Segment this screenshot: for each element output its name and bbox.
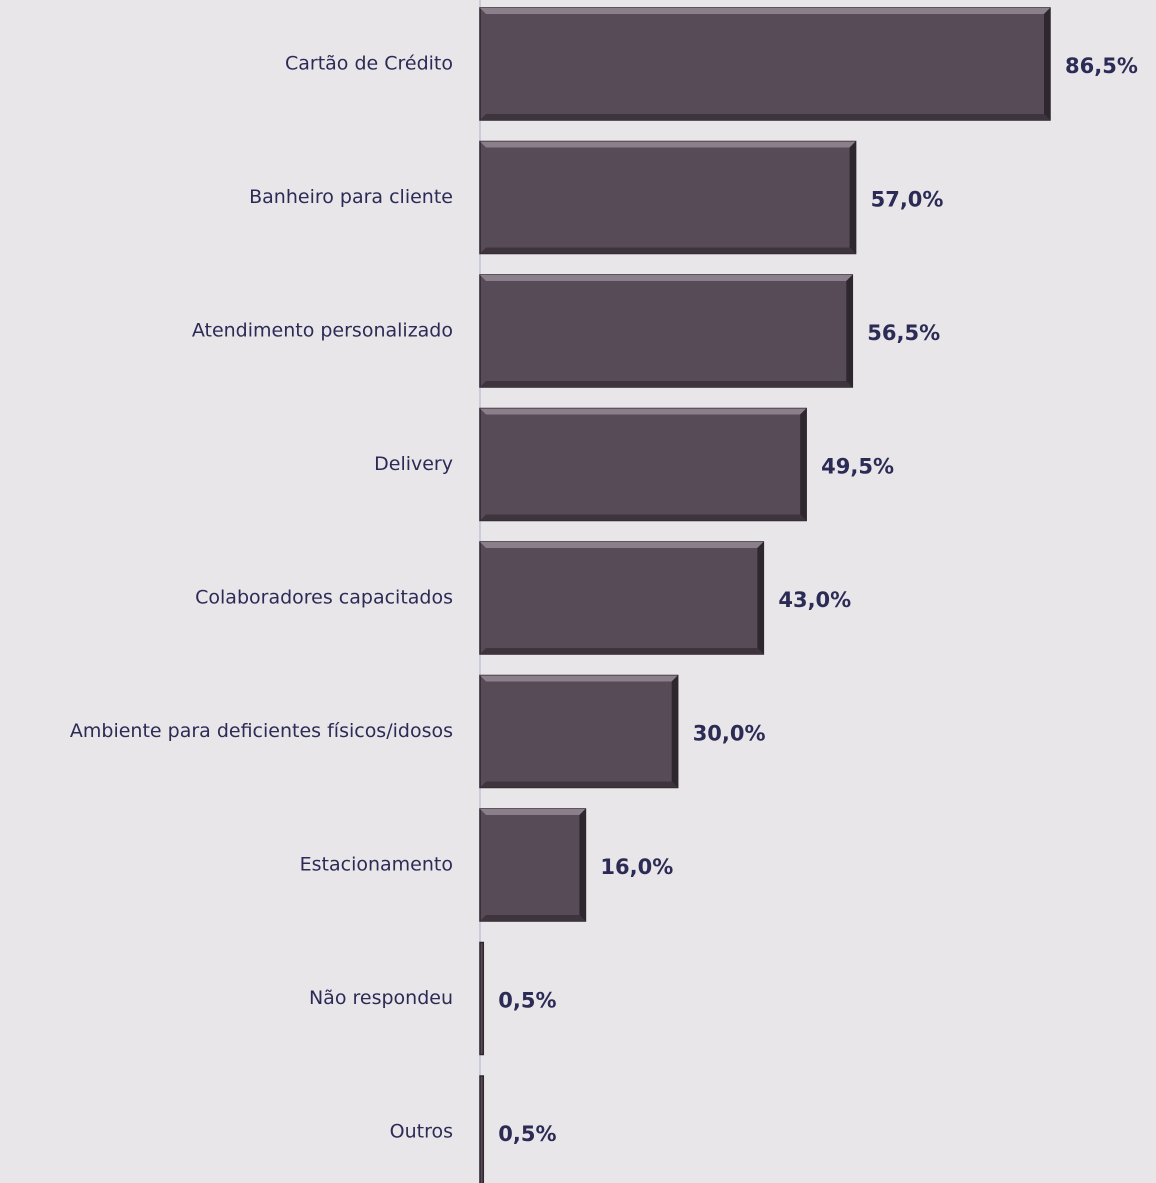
value-label: 0,5% [498,1122,556,1146]
bar-bevel [480,8,1050,14]
bar [479,7,1051,121]
value-label: 16,0% [600,855,673,879]
bar-bevel [480,514,807,521]
bar [479,541,765,655]
bar-bevel [849,141,856,254]
category-label: Não respondeu [309,987,453,1009]
value-label: 43,0% [778,588,851,612]
category-label: Cartão de Crédito [285,53,453,75]
bar-bevel [480,247,856,254]
bar-bevel [846,275,853,387]
value-label: 86,5% [1065,54,1138,78]
category-label: Ambiente para deficientes físicos/idosos [70,720,453,742]
bar-bevel [480,648,764,654]
bar [479,1075,485,1183]
category-label: Outros [390,1121,453,1143]
category-label: Atendimento personalizado [192,320,453,342]
bar-bevel [480,675,678,682]
bar [479,140,857,255]
value-label: 30,0% [693,722,766,746]
bar-bevel [480,781,678,788]
bar-bevel [800,408,807,521]
category-label: Delivery [374,453,453,475]
value-label: 56,5% [867,321,940,345]
bar [479,274,854,388]
bar-bevel [579,809,586,921]
bar [479,941,485,1056]
bar-bevel [480,141,856,148]
category-label: Colaboradores capacitados [195,587,453,609]
bar-bevel [480,275,853,281]
bar-bevel [480,381,853,387]
bar-bevel [671,675,678,788]
value-label: 0,5% [498,989,556,1013]
bar-bevel [480,542,764,548]
category-label: Estacionamento [300,854,453,876]
bar [479,674,679,789]
bar-bevel [1044,8,1050,120]
bar-bevel [757,542,764,654]
bar-bevel [480,809,586,815]
bar-bevel [480,408,807,415]
bar-bevel [480,114,1050,120]
bar-bevel [480,915,586,921]
value-label: 49,5% [821,455,894,479]
value-label: 57,0% [871,188,944,212]
bar [479,407,807,522]
category-label: Banheiro para cliente [249,186,453,208]
bar [479,808,587,922]
